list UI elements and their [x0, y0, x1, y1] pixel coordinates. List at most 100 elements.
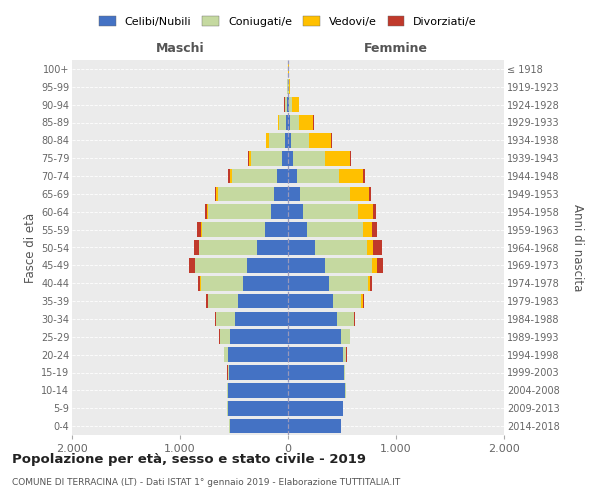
- Bar: [227, 383, 288, 398]
- Bar: [300, 186, 350, 201]
- Bar: [189, 258, 195, 272]
- Bar: [309, 133, 331, 148]
- Bar: [288, 419, 341, 434]
- Bar: [290, 133, 309, 148]
- Bar: [339, 168, 362, 184]
- Bar: [202, 222, 265, 237]
- Bar: [289, 80, 290, 94]
- Bar: [372, 222, 377, 237]
- Bar: [195, 258, 247, 272]
- Y-axis label: Anni di nascita: Anni di nascita: [571, 204, 584, 291]
- Bar: [238, 294, 288, 308]
- Bar: [242, 276, 288, 290]
- Bar: [293, 151, 325, 166]
- Bar: [369, 186, 371, 201]
- Bar: [337, 312, 354, 326]
- Bar: [286, 115, 288, 130]
- Bar: [220, 330, 230, 344]
- Bar: [288, 222, 307, 237]
- Bar: [288, 186, 300, 201]
- Text: Popolazione per età, sesso e stato civile - 2019: Popolazione per età, sesso e stato civil…: [12, 452, 366, 466]
- Bar: [361, 294, 362, 308]
- Bar: [198, 276, 200, 290]
- Bar: [288, 383, 345, 398]
- Bar: [370, 276, 372, 290]
- Bar: [230, 168, 232, 184]
- Bar: [206, 294, 208, 308]
- Y-axis label: Fasce di età: Fasce di età: [23, 212, 37, 282]
- Bar: [307, 222, 362, 237]
- Bar: [362, 168, 365, 184]
- Bar: [251, 151, 281, 166]
- Bar: [279, 115, 286, 130]
- Bar: [288, 168, 296, 184]
- Bar: [230, 419, 288, 434]
- Bar: [215, 312, 235, 326]
- Bar: [265, 222, 288, 237]
- Bar: [232, 168, 277, 184]
- Bar: [199, 240, 257, 255]
- Bar: [288, 330, 341, 344]
- Bar: [218, 186, 274, 201]
- Bar: [216, 186, 218, 201]
- Bar: [288, 294, 334, 308]
- Bar: [325, 258, 372, 272]
- Bar: [288, 401, 343, 415]
- Bar: [341, 330, 350, 344]
- Bar: [208, 294, 238, 308]
- Legend: Celibi/Nubili, Coniugati/e, Vedovi/e, Divorziati/e: Celibi/Nubili, Coniugati/e, Vedovi/e, Di…: [96, 13, 480, 30]
- Bar: [329, 276, 368, 290]
- Bar: [373, 240, 382, 255]
- Bar: [288, 151, 293, 166]
- Bar: [285, 133, 288, 148]
- Bar: [235, 312, 288, 326]
- Bar: [288, 258, 325, 272]
- Bar: [197, 222, 201, 237]
- Bar: [315, 240, 367, 255]
- Bar: [350, 151, 351, 166]
- Bar: [362, 222, 372, 237]
- Bar: [290, 115, 299, 130]
- Bar: [228, 168, 230, 184]
- Bar: [215, 186, 216, 201]
- Bar: [247, 258, 288, 272]
- Text: Femmine: Femmine: [364, 42, 428, 54]
- Bar: [227, 365, 229, 380]
- Bar: [224, 348, 227, 362]
- Bar: [205, 204, 207, 219]
- Bar: [200, 276, 242, 290]
- Bar: [288, 115, 290, 130]
- Bar: [288, 240, 315, 255]
- Bar: [325, 151, 350, 166]
- Text: COMUNE DI TERRACINA (LT) - Dati ISTAT 1° gennaio 2019 - Elaborazione TUTTITALIA.: COMUNE DI TERRACINA (LT) - Dati ISTAT 1°…: [12, 478, 400, 487]
- Bar: [278, 115, 279, 130]
- Bar: [288, 98, 289, 112]
- Bar: [331, 133, 332, 148]
- Bar: [257, 240, 288, 255]
- Bar: [303, 204, 358, 219]
- Bar: [299, 115, 313, 130]
- Bar: [350, 186, 369, 201]
- Bar: [230, 330, 288, 344]
- Bar: [277, 168, 288, 184]
- Bar: [358, 204, 373, 219]
- Bar: [344, 365, 345, 380]
- Bar: [368, 276, 370, 290]
- Bar: [269, 133, 285, 148]
- Bar: [281, 151, 288, 166]
- Bar: [377, 258, 383, 272]
- Bar: [334, 294, 361, 308]
- Bar: [285, 98, 287, 112]
- Bar: [372, 258, 377, 272]
- Bar: [227, 348, 288, 362]
- Bar: [208, 204, 271, 219]
- Bar: [194, 240, 199, 255]
- Bar: [288, 204, 303, 219]
- Bar: [248, 151, 251, 166]
- Bar: [207, 204, 208, 219]
- Bar: [288, 348, 343, 362]
- Bar: [288, 365, 344, 380]
- Bar: [274, 186, 288, 201]
- Bar: [287, 98, 288, 112]
- Bar: [373, 204, 376, 219]
